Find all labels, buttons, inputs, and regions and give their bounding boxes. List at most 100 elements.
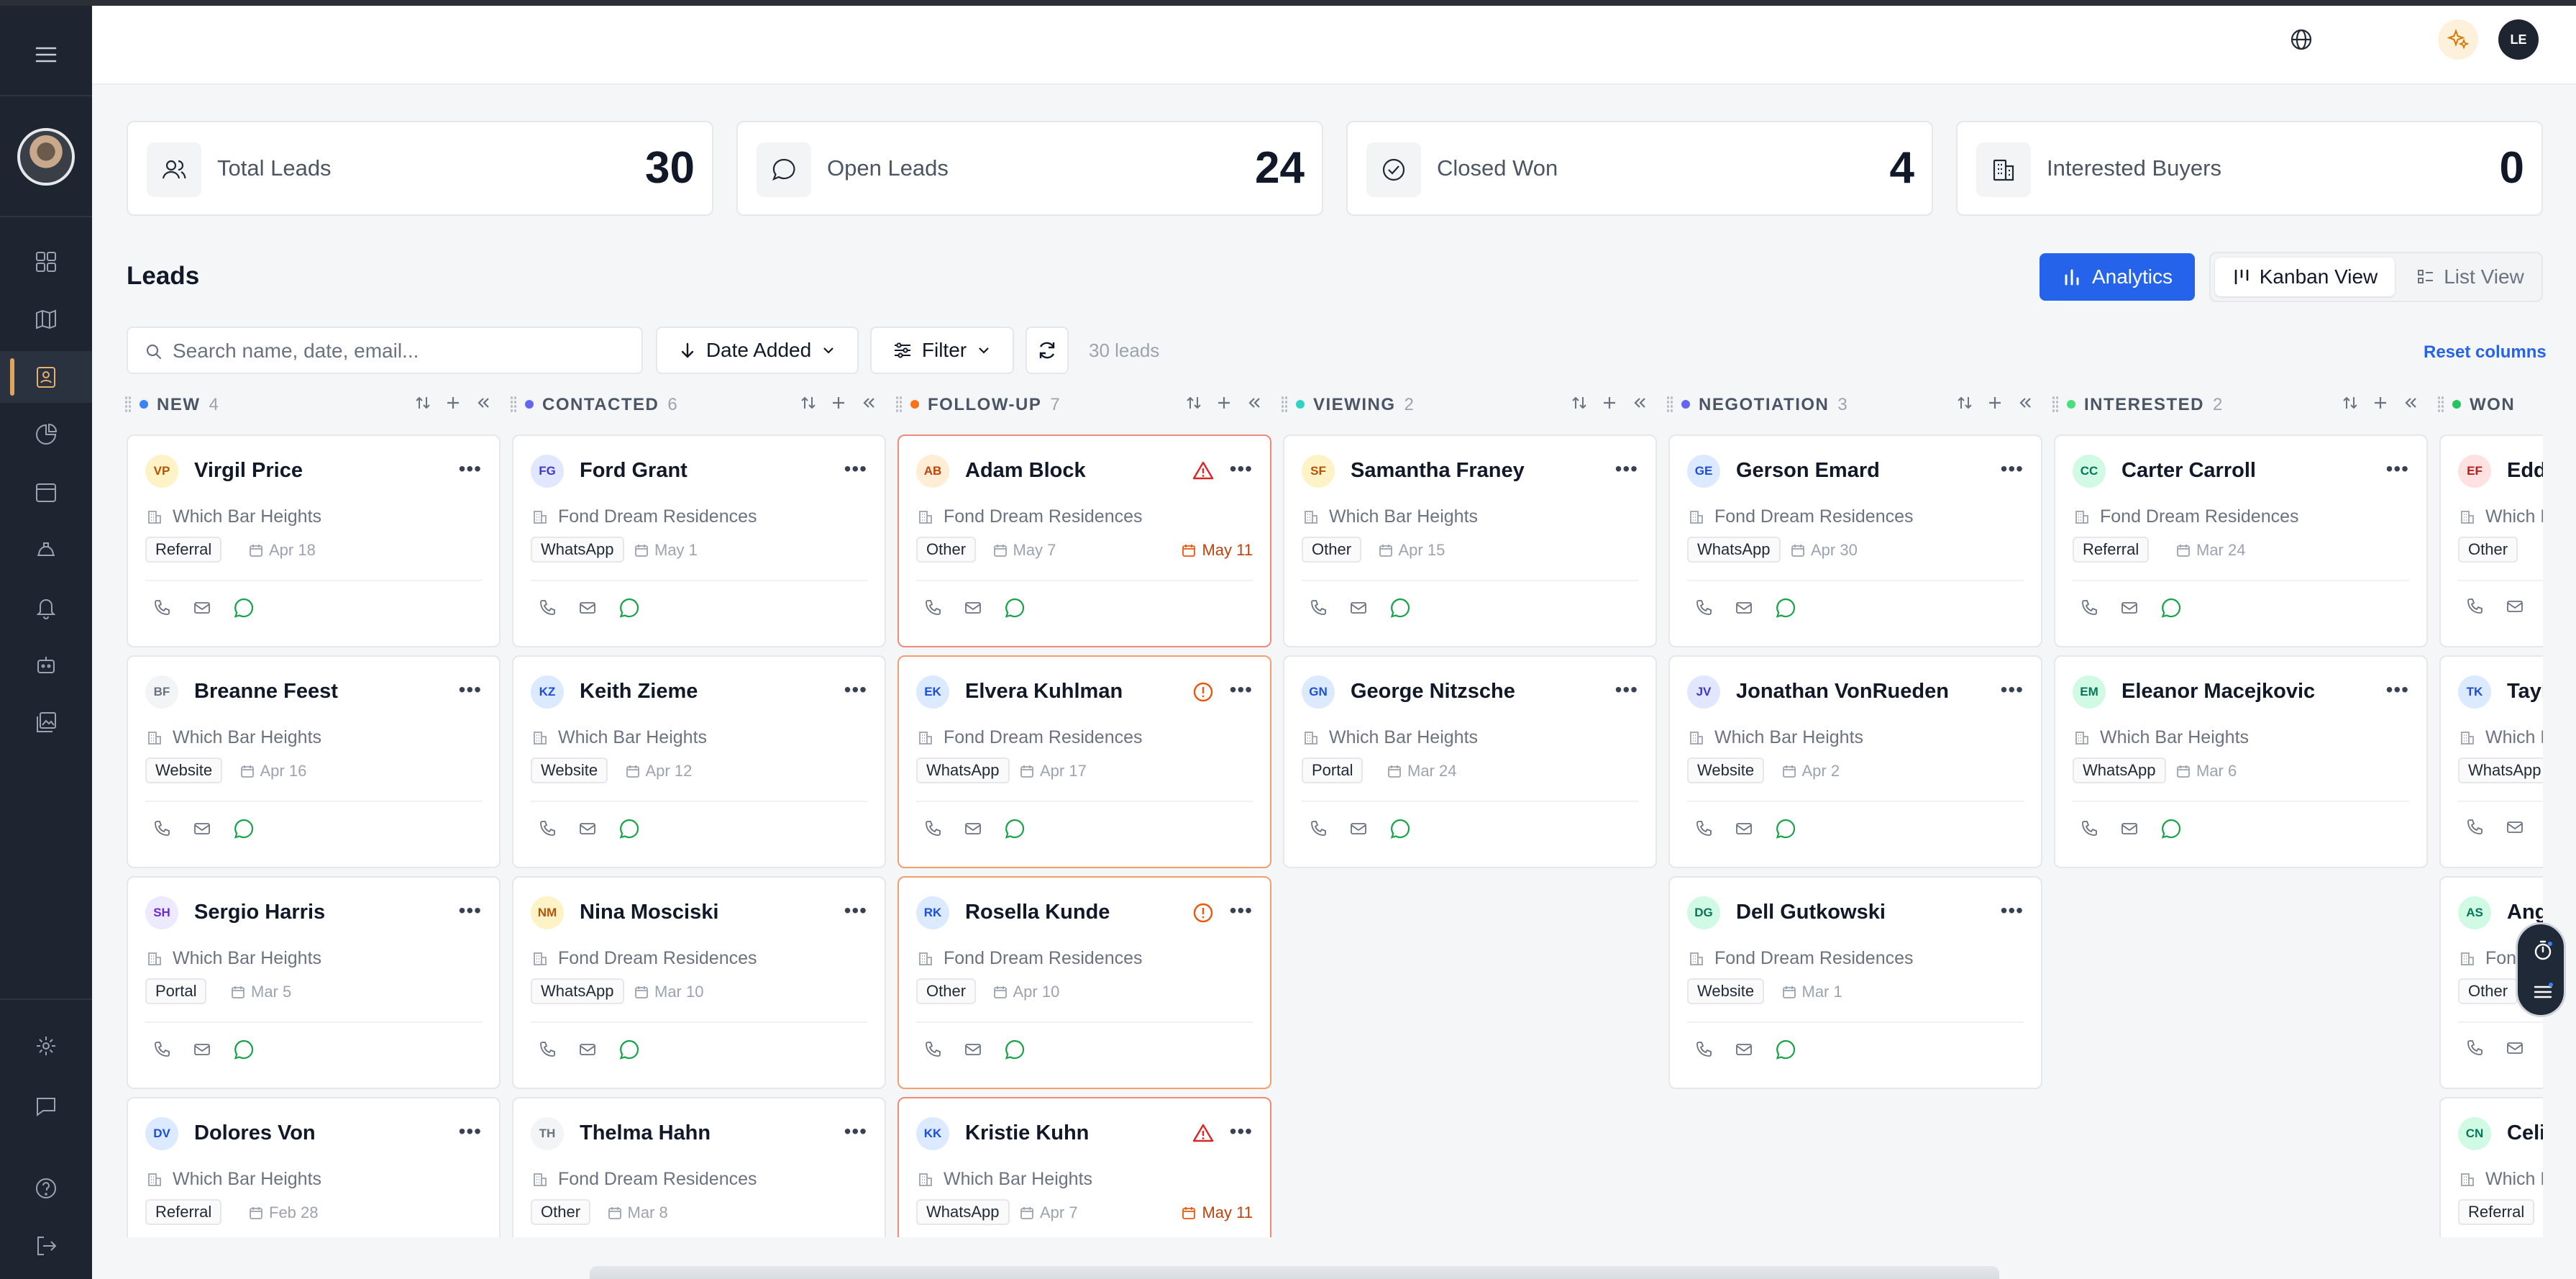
- kanban-view-button[interactable]: Kanban View: [2215, 258, 2395, 296]
- lead-card[interactable]: GN George Nitzsche ••• Which Bar Heights Por…: [1283, 655, 1657, 868]
- sidebar-item-gallery[interactable]: [0, 696, 92, 748]
- whatsapp-button[interactable]: [618, 597, 640, 622]
- list-view-button[interactable]: List View: [2403, 258, 2537, 296]
- email-button[interactable]: [2120, 819, 2139, 842]
- email-button[interactable]: [2120, 598, 2139, 621]
- lead-name[interactable]: Elvera Kuhlman: [965, 680, 1123, 703]
- lead-card[interactable]: NM Nina Mosciski ••• Fond Dream Residences W…: [512, 876, 886, 1089]
- email-button[interactable]: [964, 598, 982, 621]
- whatsapp-button[interactable]: [2160, 818, 2182, 843]
- drag-handle-icon[interactable]: [2052, 396, 2059, 413]
- email-button[interactable]: [964, 1040, 982, 1062]
- call-button[interactable]: [152, 819, 171, 842]
- drag-handle-icon[interactable]: [2437, 396, 2444, 413]
- more-options-button[interactable]: •••: [458, 899, 482, 921]
- whatsapp-button[interactable]: [233, 597, 255, 622]
- sidebar-item-messages[interactable]: [0, 1080, 92, 1132]
- sidebar-item-dashboard[interactable]: [0, 236, 92, 288]
- more-options-button[interactable]: •••: [2000, 458, 2024, 480]
- whatsapp-button[interactable]: [1004, 597, 1026, 622]
- call-button[interactable]: [1694, 819, 1713, 842]
- lead-card[interactable]: FG Ford Grant ••• Fond Dream Residences What…: [512, 434, 886, 647]
- whatsapp-button[interactable]: [1389, 818, 1411, 843]
- whatsapp-button[interactable]: [618, 818, 640, 843]
- call-button[interactable]: [538, 598, 557, 621]
- whatsapp-button[interactable]: [618, 1039, 640, 1064]
- more-options-button[interactable]: •••: [2000, 678, 2024, 701]
- call-button[interactable]: [2465, 818, 2484, 840]
- whatsapp-button[interactable]: [233, 1039, 255, 1064]
- more-options-button[interactable]: •••: [1229, 1120, 1253, 1142]
- call-button[interactable]: [923, 598, 942, 621]
- sidebar-item-notifications[interactable]: [0, 581, 92, 633]
- whatsapp-button[interactable]: [233, 818, 255, 843]
- refresh-button[interactable]: [1026, 327, 1069, 374]
- more-options-button[interactable]: •••: [2385, 678, 2409, 701]
- call-button[interactable]: [152, 1040, 171, 1062]
- lead-name[interactable]: Samantha Franey: [1351, 459, 1525, 482]
- lead-name[interactable]: Jonathan VonRueden: [1736, 680, 1949, 703]
- lead-card[interactable]: JV Jonathan VonRueden ••• Which Bar Heights…: [1668, 655, 2042, 868]
- more-options-button[interactable]: •••: [844, 458, 867, 480]
- whatsapp-button[interactable]: [1775, 818, 1796, 843]
- lead-card[interactable]: GE Gerson Emard ••• Fond Dream Residences Wh…: [1668, 434, 2042, 647]
- sidebar-item-map[interactable]: [0, 293, 92, 345]
- lead-card[interactable]: TKTayl•••Which BWhatsApp: [2439, 655, 2543, 868]
- sidebar-item-settings[interactable]: [0, 1020, 92, 1072]
- language-button[interactable]: [2281, 19, 2321, 60]
- lead-card[interactable]: DG Dell Gutkowski ••• Fond Dream Residences…: [1668, 876, 2042, 1089]
- collapse-column-button[interactable]: [860, 394, 877, 417]
- lead-card[interactable]: KK Kristie Kuhn ••• Which Bar Heights WhatsA…: [898, 1097, 1271, 1237]
- sort-column-button[interactable]: [414, 394, 431, 417]
- more-options-button[interactable]: •••: [1229, 899, 1253, 921]
- collapse-column-button[interactable]: [475, 394, 492, 417]
- sort-column-button[interactable]: [2342, 394, 2359, 417]
- lead-card[interactable]: RK Rosella Kunde ••• Fond Dream Residences O…: [898, 876, 1271, 1089]
- tasks-button[interactable]: [2530, 979, 2556, 1005]
- more-options-button[interactable]: •••: [1614, 678, 1638, 701]
- lead-card[interactable]: AB Adam Block ••• Fond Dream Residences Othe…: [898, 434, 1271, 647]
- email-button[interactable]: [2506, 597, 2524, 619]
- sidebar-item-leads[interactable]: [0, 351, 92, 403]
- lead-name[interactable]: Dolores Von: [194, 1121, 316, 1144]
- sort-dropdown[interactable]: Date Added: [656, 327, 859, 374]
- sidebar-item-help[interactable]: [0, 1162, 92, 1214]
- lead-name[interactable]: Eleanor Macejkovic: [2121, 680, 2316, 703]
- lead-card[interactable]: CC Carter Carroll ••• Fond Dream Residences…: [2054, 434, 2428, 647]
- lead-name[interactable]: Nina Mosciski: [580, 901, 719, 924]
- lead-name[interactable]: Celi: [2507, 1121, 2543, 1144]
- drag-handle-icon[interactable]: [1281, 396, 1288, 413]
- lead-name[interactable]: Sergio Harris: [194, 901, 326, 924]
- lead-name[interactable]: Kristie Kuhn: [965, 1121, 1090, 1144]
- sidebar-item-automation[interactable]: [0, 639, 92, 691]
- user-avatar-button[interactable]: LE: [2498, 19, 2539, 60]
- lead-name[interactable]: Carter Carroll: [2121, 459, 2256, 482]
- sidebar-item-logout[interactable]: [0, 1220, 92, 1272]
- sidebar-item-calendar[interactable]: [0, 466, 92, 518]
- collapse-column-button[interactable]: [2402, 394, 2419, 417]
- call-button[interactable]: [2465, 597, 2484, 619]
- more-options-button[interactable]: •••: [1614, 458, 1638, 480]
- drag-handle-icon[interactable]: [510, 396, 517, 413]
- email-button[interactable]: [193, 598, 211, 621]
- lead-card[interactable]: TH Thelma Hahn ••• Fond Dream Residences Oth…: [512, 1097, 886, 1237]
- call-button[interactable]: [152, 598, 171, 621]
- lead-card[interactable]: EM Eleanor Macejkovic ••• Which Bar Heights…: [2054, 655, 2428, 868]
- lead-card[interactable]: KZ Keith Zieme ••• Which Bar Heights Website…: [512, 655, 886, 868]
- ai-assistant-button[interactable]: [2438, 19, 2478, 60]
- drag-handle-icon[interactable]: [124, 396, 132, 413]
- more-options-button[interactable]: •••: [844, 1120, 867, 1142]
- add-card-button[interactable]: [1601, 394, 1618, 417]
- lead-name[interactable]: Tayl: [2507, 680, 2543, 703]
- lead-name[interactable]: Rosella Kunde: [965, 901, 1110, 924]
- lead-name[interactable]: Thelma Hahn: [580, 1121, 711, 1144]
- whatsapp-button[interactable]: [1775, 597, 1796, 622]
- email-button[interactable]: [578, 598, 597, 621]
- call-button[interactable]: [538, 1040, 557, 1062]
- collapse-column-button[interactable]: [1631, 394, 1648, 417]
- more-options-button[interactable]: •••: [458, 1120, 482, 1142]
- more-options-button[interactable]: •••: [2385, 458, 2409, 480]
